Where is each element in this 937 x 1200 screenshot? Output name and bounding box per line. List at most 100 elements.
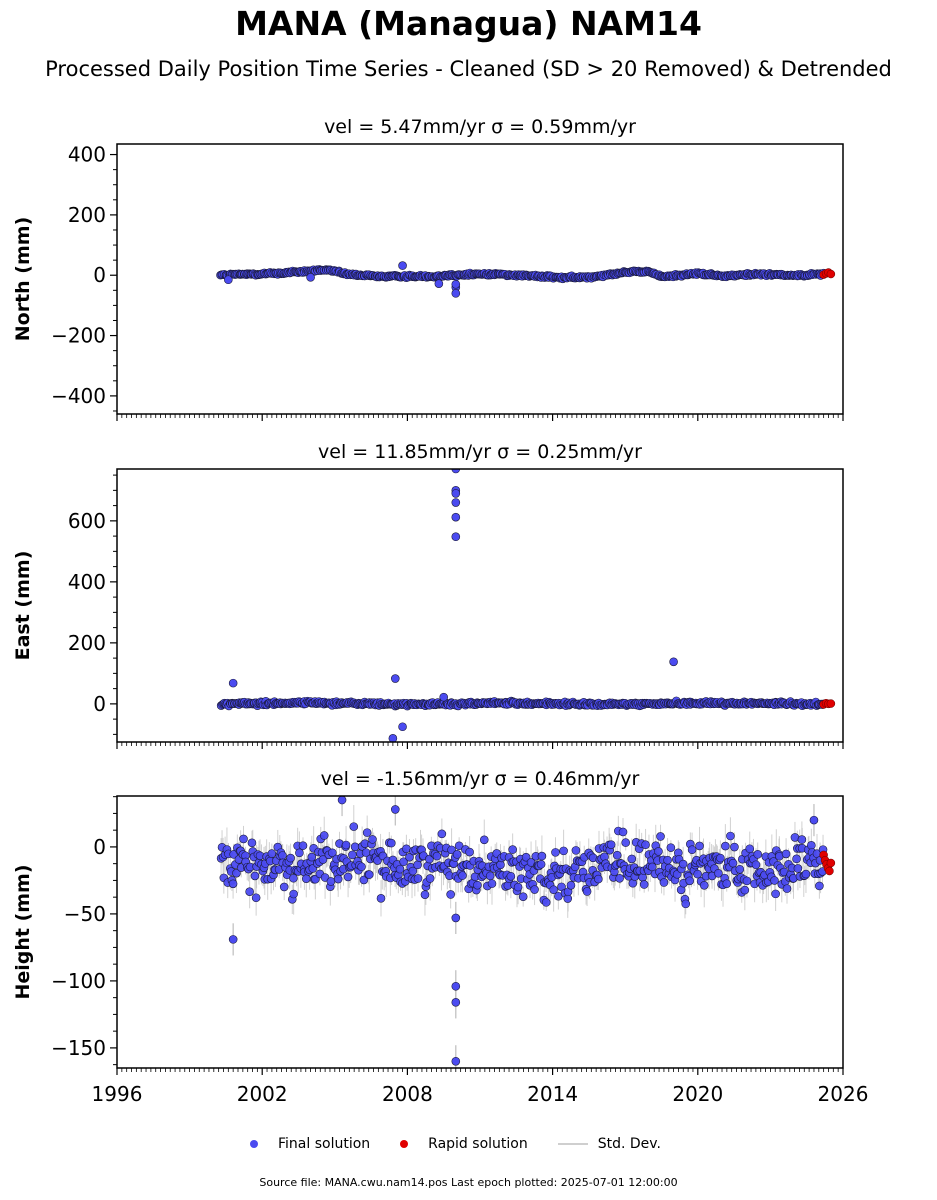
- height-final-point: [541, 898, 551, 907]
- height-outlier-point: [451, 913, 461, 923]
- height-xtick-label: 2026: [818, 1082, 869, 1106]
- height-final-point: [801, 869, 811, 879]
- height-final-point: [413, 874, 423, 883]
- height-final-point: [714, 868, 723, 878]
- height-final-point: [341, 840, 351, 850]
- height-final-point: [518, 892, 528, 901]
- east-rapid-point: [826, 699, 836, 708]
- height-final-point: [408, 866, 418, 876]
- height-final-point: [666, 843, 676, 852]
- height-final-point: [663, 855, 672, 865]
- height-outlier-point: [809, 815, 819, 825]
- height-final-point: [395, 864, 405, 874]
- height-final-point: [530, 885, 539, 894]
- height-final-point: [348, 850, 357, 860]
- height-final-point: [278, 851, 287, 860]
- height-final-point: [387, 838, 396, 848]
- height-final-point: [362, 828, 372, 837]
- legend-rapid: Rapid solution: [400, 1136, 528, 1152]
- height-outlier-point: [451, 1057, 461, 1066]
- height-final-point: [413, 860, 422, 870]
- east-ytick-label: 0: [93, 692, 106, 716]
- east-ytick-label: 400: [68, 570, 106, 594]
- height-final-point: [452, 850, 462, 859]
- north-ytick-label: 400: [68, 143, 106, 167]
- height-final-point: [654, 847, 663, 856]
- height-final-point: [618, 827, 628, 837]
- height-final-point: [251, 893, 261, 903]
- height-final-point: [641, 840, 650, 850]
- height-final-point: [521, 852, 531, 862]
- plots-canvas: vel = 5.47mm/yr σ = 0.59mm/yr North (mm) 4…: [12, 116, 868, 1106]
- height-xtick-label: 2020: [672, 1082, 723, 1106]
- north-panel: vel = 5.47mm/yr σ = 0.59mm/yr North (mm) 4…: [12, 116, 844, 421]
- height-final-point: [615, 874, 624, 883]
- legend-rapid-label: Rapid solution: [428, 1136, 528, 1152]
- north-ytick-label: −200: [51, 324, 106, 348]
- height-outlier-point: [451, 981, 461, 991]
- height-final-point: [606, 840, 616, 849]
- height-ytick-label: 0: [93, 835, 106, 859]
- height-final-point: [333, 874, 343, 884]
- height-xtick-label: 2002: [237, 1082, 288, 1106]
- chart-subtitle: Processed Daily Position Time Series - C…: [45, 57, 892, 81]
- east-plot-area: [216, 469, 836, 742]
- east-outlier-point: [451, 489, 461, 498]
- height-title: vel = -1.56mm/yr σ = 0.46mm/yr: [321, 768, 640, 790]
- height-final-point: [728, 858, 738, 868]
- height-final-point: [513, 882, 523, 892]
- east-outlier-point: [439, 692, 449, 702]
- east-ylabel: East (mm): [12, 551, 34, 661]
- height-final-point: [722, 879, 732, 888]
- height-final-point: [247, 838, 257, 848]
- height-final-point: [740, 885, 750, 895]
- height-final-point: [289, 889, 298, 899]
- height-final-point: [343, 872, 353, 882]
- rapid-marker-icon: [400, 1140, 409, 1148]
- legend-std-label: Std. Dev.: [597, 1136, 661, 1152]
- height-final-point: [425, 854, 434, 864]
- north-plot-area: [216, 261, 836, 298]
- chart-title: MANA (Managua) NAM14: [235, 4, 702, 43]
- height-final-point: [298, 841, 308, 850]
- height-final-point: [301, 874, 311, 883]
- height-final-point: [695, 841, 704, 851]
- height-ytick-label: −50: [64, 902, 106, 926]
- height-final-point: [326, 877, 336, 886]
- height-final-point: [549, 885, 558, 895]
- height-final-point: [594, 874, 603, 884]
- east-outlier-point: [669, 657, 678, 667]
- height-final-point: [295, 848, 304, 858]
- height-outlier-point: [390, 805, 400, 814]
- height-final-point: [357, 862, 366, 872]
- height-final-point: [807, 841, 816, 850]
- height-final-point: [454, 841, 464, 851]
- height-final-point: [508, 845, 517, 854]
- height-xtick-label: 2008: [382, 1082, 433, 1106]
- height-final-point: [328, 848, 337, 858]
- east-panel: vel = 11.85mm/yr σ = 0.25mm/yr East (mm) 6…: [12, 441, 844, 749]
- east-ytick-label: 600: [68, 509, 106, 533]
- height-final-point: [782, 884, 792, 893]
- height-final-point: [405, 852, 414, 862]
- source-footer: Source file: MANA.cwu.nam14.pos Last epo…: [259, 1176, 678, 1189]
- north-outlier-point: [398, 261, 407, 270]
- height-final-point: [735, 864, 745, 874]
- north-ylabel: North (mm): [12, 217, 34, 342]
- height-final-point: [770, 876, 779, 885]
- legend-final-label: Final solution: [278, 1136, 371, 1152]
- height-final-point: [432, 851, 442, 861]
- height-panel: vel = -1.56mm/yr σ = 0.46mm/yr Height (mm…: [12, 768, 868, 1106]
- height-final-point: [239, 834, 248, 844]
- height-final-point: [537, 851, 547, 861]
- height-final-point: [612, 850, 622, 860]
- height-final-point: [267, 849, 277, 858]
- height-final-point: [402, 844, 411, 854]
- height-final-point: [349, 822, 359, 831]
- height-final-point: [627, 854, 637, 864]
- height-final-point: [639, 880, 649, 889]
- legend-std: Std. Dev.: [557, 1136, 661, 1152]
- east-outlier-point: [451, 512, 461, 522]
- height-final-point: [318, 855, 328, 864]
- height-final-point: [228, 879, 238, 889]
